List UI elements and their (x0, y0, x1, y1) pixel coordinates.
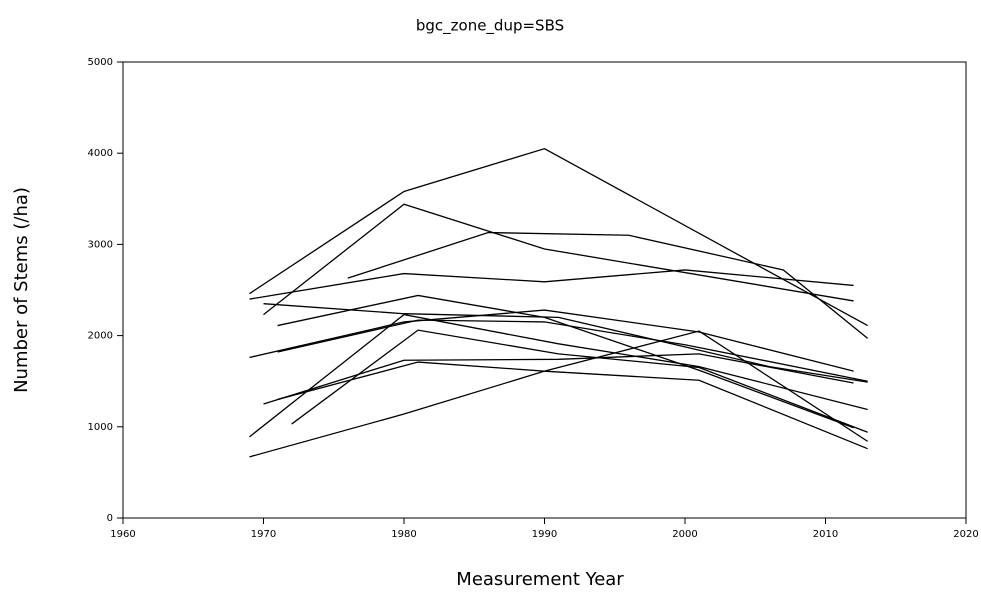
series-line (263, 303, 868, 383)
y-tick-label: 2000 (88, 331, 113, 342)
y-tick-label: 4000 (88, 148, 113, 159)
y-tick-label: 3000 (88, 239, 113, 250)
series-line (249, 309, 854, 372)
y-tick-label: 5000 (88, 57, 113, 68)
series-line (347, 231, 869, 339)
x-axis-label: Measurement Year (456, 569, 624, 590)
x-tick-label: 2000 (672, 529, 697, 540)
y-axis-label: Number of Stems (/ha) (11, 187, 32, 393)
chart-title: bgc_zone_dup=SBS (416, 17, 564, 36)
series-line (277, 361, 868, 450)
series-line (291, 329, 868, 433)
x-tick-label: 1980 (391, 529, 416, 540)
series-line (263, 203, 854, 316)
x-tick-label: 1970 (251, 529, 276, 540)
x-tick-label: 1990 (532, 529, 557, 540)
series-line (249, 313, 868, 438)
series-line (277, 319, 868, 382)
plot-frame (122, 61, 967, 519)
y-tick-label: 0 (107, 513, 113, 524)
y-tick-label: 1000 (88, 422, 113, 433)
x-tick-label: 2010 (813, 529, 838, 540)
x-tick-label: 1960 (110, 529, 135, 540)
series-line (249, 147, 868, 327)
series-line (249, 269, 854, 300)
series-line (249, 330, 869, 458)
x-tick-label: 2020 (953, 529, 978, 540)
